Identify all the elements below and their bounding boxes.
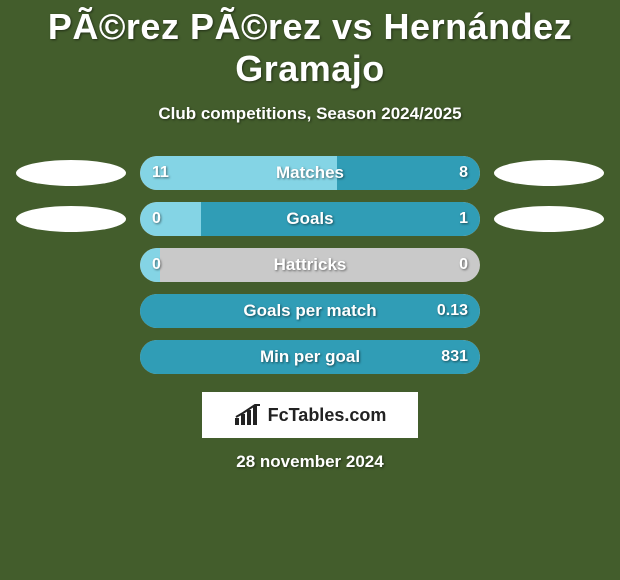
stat-bar: 01Goals <box>140 202 480 236</box>
stat-row: 01Goals <box>0 202 620 236</box>
stat-rows-container: 118Matches01Goals00Hattricks0.13Goals pe… <box>0 156 620 374</box>
brand-badge: FcTables.com <box>202 392 418 438</box>
stat-bar: 0 0Hattricks <box>140 248 480 282</box>
stat-bar-right-fill <box>140 340 480 374</box>
subtitle: Club competitions, Season 2024/2025 <box>0 104 620 124</box>
date-text: 28 november 2024 <box>0 452 620 472</box>
left-avatar <box>16 160 126 186</box>
stat-label: Hattricks <box>140 248 480 282</box>
stat-right-value: 0.13 <box>437 294 468 328</box>
stat-row: 118Matches <box>0 156 620 190</box>
stat-bar: 831Min per goal <box>140 340 480 374</box>
left-avatar <box>16 206 126 232</box>
stat-row: 831Min per goal <box>0 340 620 374</box>
stat-bar-right-fill <box>201 202 480 236</box>
stat-right-value: 0 <box>459 248 468 282</box>
stat-row: 0.13Goals per match <box>0 294 620 328</box>
stat-left-value: 11 <box>152 156 169 190</box>
brand-text: FcTables.com <box>268 405 387 426</box>
stat-bar: 0.13Goals per match <box>140 294 480 328</box>
stat-bar: 118Matches <box>140 156 480 190</box>
right-avatar <box>494 206 604 232</box>
stat-right-value: 831 <box>441 340 468 374</box>
page-title: PÃ©rez PÃ©rez vs Hernández Gramajo <box>0 6 620 90</box>
stat-right-value: 8 <box>459 156 468 190</box>
stat-bar-left-fill <box>140 156 337 190</box>
stats-card: PÃ©rez PÃ©rez vs Hernández Gramajo Club … <box>0 0 620 580</box>
stat-right-value: 1 <box>459 202 468 236</box>
stat-bar-right-fill <box>140 294 480 328</box>
right-avatar <box>494 160 604 186</box>
brand-chart-icon <box>234 404 262 426</box>
stat-bar-left-fill <box>140 202 201 236</box>
stat-left-value: 0 <box>152 248 161 282</box>
stat-left-value: 0 <box>152 202 161 236</box>
stat-row: 0 0Hattricks <box>0 248 620 282</box>
